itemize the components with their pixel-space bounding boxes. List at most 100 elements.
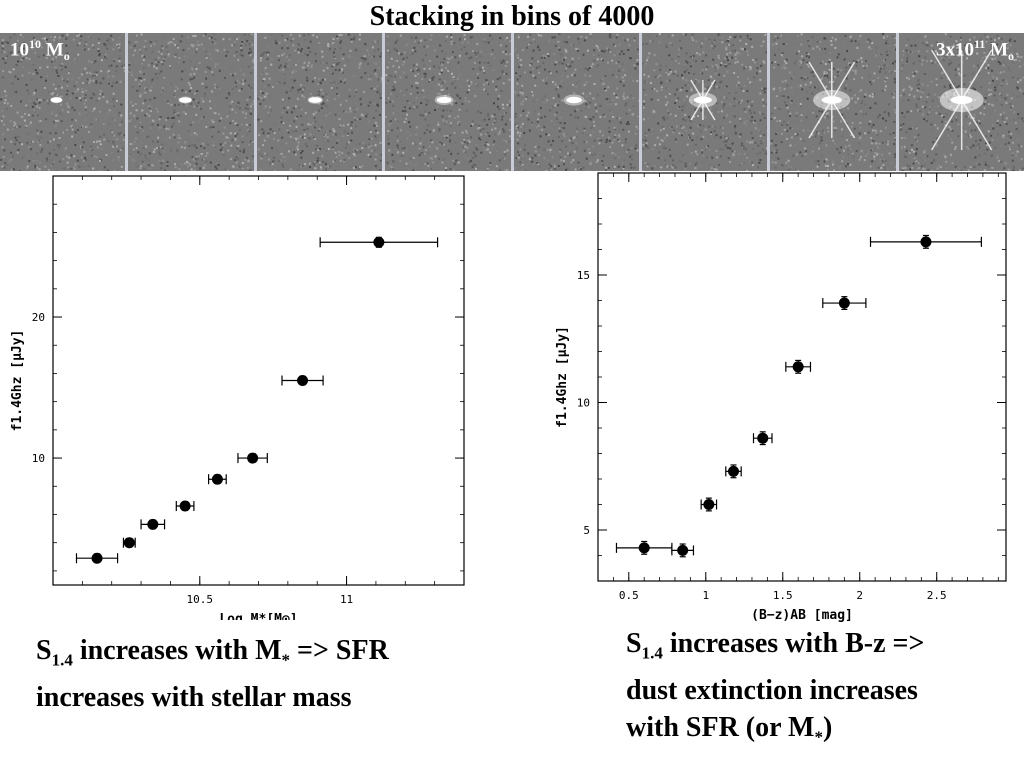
caption-left-subscript: 1.4	[51, 650, 73, 670]
stamp-separator	[638, 33, 642, 171]
stacked-image-stamp	[256, 33, 383, 171]
minor-ticks	[597, 172, 1006, 582]
stacked-image-stamp	[385, 33, 511, 171]
y-tick-label: 10	[577, 397, 590, 410]
caption-left-star: *	[281, 650, 291, 670]
source-core	[436, 96, 452, 104]
x-tick-label: 0.5	[619, 589, 639, 602]
data-marker	[792, 361, 804, 373]
data-marker	[727, 465, 739, 477]
data-point	[785, 359, 812, 374]
data-point	[671, 543, 695, 558]
y-axis-label: f1.4Ghz [μJy]	[10, 330, 25, 432]
data-point	[725, 464, 742, 479]
caption-right-text: increases with B-z =>	[662, 628, 925, 659]
stamp-label-high-mass-unit-sub: o	[1008, 49, 1014, 64]
data-marker	[147, 518, 159, 530]
data-marker	[703, 499, 715, 510]
caption-right-line3: with SFR (or M*)	[626, 709, 1021, 756]
y-tick-label: 10	[32, 452, 45, 465]
stamp-label-low-mass: 1010 Mo	[10, 37, 70, 64]
stamp-label-high-mass-unit: M	[990, 39, 1008, 61]
stamp-separator	[510, 33, 514, 171]
data-point	[822, 296, 867, 311]
flux-vs-color-chart: 0.5 1 1.5 2 2.5 5 10 15 (B−z)AB [mag] f1.4Ghz [μJ…	[555, 172, 1007, 623]
stamp-separator	[895, 33, 899, 171]
data-point	[319, 236, 439, 248]
x-tick-label: 2	[856, 589, 863, 602]
caption-left-line2: increases with stellar mass	[36, 681, 352, 713]
stamp-label-high-mass: 3x1011 Mo	[936, 37, 1014, 64]
data-marker	[247, 452, 259, 464]
x-tick-label: 2.5	[927, 589, 947, 602]
caption-left-text: increases with M	[72, 635, 282, 666]
data-marker	[638, 542, 650, 554]
caption-right-symbol: S	[626, 628, 642, 659]
slide-title: Stacking in bins of 4000	[369, 1, 655, 32]
stacked-image-stamp	[641, 33, 768, 171]
data-marker	[677, 544, 689, 556]
caption-left-line1: S1.4 increases with M* => SFR	[36, 632, 506, 679]
caption-right-line1: S1.4 increases with B-z =>	[626, 625, 1021, 672]
stamp-separator	[382, 33, 386, 171]
stamp-label-low-mass-unit-sub: o	[63, 49, 70, 64]
caption-right-subscript: 1.4	[641, 643, 663, 663]
caption-right-line3-text: with SFR (or M	[626, 711, 815, 743]
data-point	[700, 497, 718, 512]
data-point	[122, 537, 136, 549]
flux-vs-stellar-mass-chart: 10.5 11 10 20 Log M*[M⊙] f1.4Ghz [μJy]	[10, 175, 465, 620]
data-point	[175, 500, 195, 512]
stamp-label-high-mass-base: 3x10	[935, 39, 974, 61]
data-point	[869, 234, 982, 249]
stamp-label-low-mass-unit: M	[45, 39, 64, 61]
stamp-label-low-mass-base: 10	[10, 39, 29, 61]
x-axis-label: Log M*[M⊙]	[219, 612, 297, 620]
x-tick-label: 1	[702, 589, 709, 602]
data-marker	[838, 297, 850, 309]
data-marker	[123, 537, 135, 549]
caption-left-text-end: => SFR	[290, 635, 389, 666]
stacked-image-stamp	[128, 33, 254, 171]
data-point	[140, 518, 166, 530]
data-point	[75, 552, 119, 564]
data-marker	[757, 432, 769, 444]
stacked-image-stamp	[513, 33, 639, 171]
source-core	[308, 97, 322, 103]
source-core	[179, 97, 192, 103]
data-point	[615, 540, 673, 555]
stamp-label-low-mass-exp: 10	[29, 37, 41, 51]
data-marker	[920, 236, 932, 248]
caption-right-line3-star: *	[814, 727, 823, 747]
x-tick-label: 1.5	[773, 589, 793, 602]
data-marker	[297, 375, 309, 386]
data-point	[752, 431, 773, 446]
stacked-image-strip: 1010 Mo 3x1011 Mo	[0, 33, 1024, 171]
y-tick-label: 5	[583, 524, 590, 537]
caption-right-line3-end: )	[822, 711, 833, 743]
plot-frame	[597, 172, 1007, 582]
y-tick-label: 15	[577, 269, 590, 282]
x-tick-label: 10.5	[187, 593, 214, 606]
caption-right-line2: dust extinction increases	[626, 674, 918, 706]
y-tick-label: 20	[32, 311, 45, 324]
stacked-image-stamp	[898, 33, 1024, 171]
caption-left-symbol: S	[36, 635, 52, 666]
plot-frame	[52, 175, 465, 586]
caption-left: S1.4 increases with M* => SFR increases …	[36, 632, 506, 716]
stacked-image-stamp	[770, 33, 896, 171]
data-marker	[373, 236, 385, 248]
data-point	[281, 375, 324, 386]
stacked-image-stamp	[0, 33, 126, 171]
stamp-separator	[253, 33, 257, 171]
y-axis-label: f1.4Ghz [μJy]	[555, 326, 570, 428]
x-axis-label: (B−z)AB [mag]	[751, 608, 853, 623]
data-marker	[91, 552, 103, 564]
x-tick-label: 11	[340, 593, 353, 606]
source-core	[50, 97, 63, 103]
data-point	[237, 452, 268, 464]
source-core	[565, 96, 582, 104]
minor-ticks	[52, 175, 465, 585]
data-marker	[211, 473, 223, 485]
caption-right: S1.4 increases with B-z => dust extincti…	[626, 625, 1021, 755]
data-marker	[179, 500, 191, 512]
